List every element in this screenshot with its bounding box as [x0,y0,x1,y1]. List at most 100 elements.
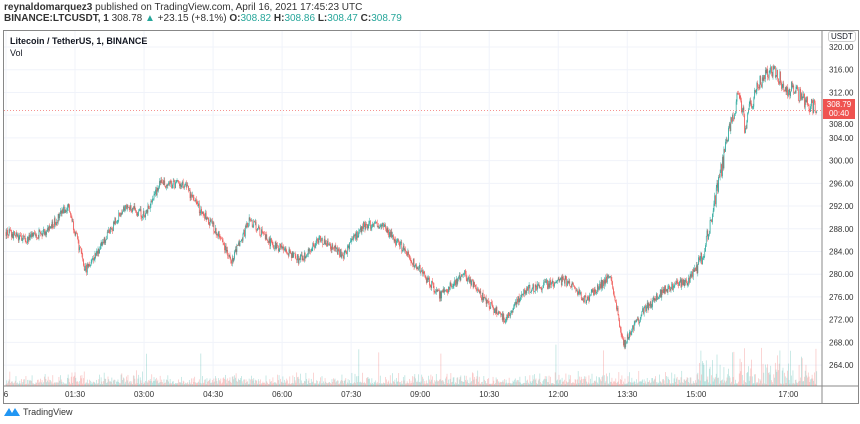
candle [187,185,189,186]
volume-bar [508,382,509,386]
volume-bar [373,383,374,386]
volume-bar [57,382,58,386]
candle [685,279,687,282]
volume-bar [447,383,449,386]
volume-bar [55,383,57,386]
volume-bar [484,379,485,386]
volume-bar [804,376,805,386]
volume-bar [438,380,439,386]
volume-bar [325,381,327,386]
volume-bar [723,367,725,386]
volume-bar [580,376,582,386]
volume-bar [149,380,150,386]
candle [168,182,169,185]
candle [617,307,619,316]
candle [748,109,749,113]
candle [751,107,753,108]
volume-bar [745,382,746,386]
volume-bar [527,379,528,386]
volume-bar [308,378,310,386]
candle [787,87,788,96]
volume-bar [666,383,668,386]
candle [453,282,455,287]
volume-bar [170,383,172,386]
volume-bar [368,378,370,386]
candle [503,314,505,321]
volume-bar [87,383,89,386]
volume-bar [517,380,518,386]
candle [493,307,495,314]
candle [162,182,163,184]
candle [791,81,792,92]
volume-bar [10,382,11,386]
volume-bar [356,376,357,386]
volume-bar [227,378,229,386]
volume-bar [282,376,284,386]
candle [514,301,516,304]
volume-bar [114,379,116,386]
candle [346,251,347,255]
volume-bar [285,381,287,386]
volume-bar [228,380,230,386]
volume-bar [37,379,39,386]
currency-button[interactable]: USDT [828,31,856,42]
volume-bar [244,383,246,386]
volume-bar [599,377,601,386]
candle [17,234,18,237]
volume-bar [283,382,285,386]
volume-bar [473,379,475,386]
candle [44,231,46,235]
tradingview-logo[interactable]: TradingView [4,406,73,417]
volume-bar [94,382,96,386]
candle [143,211,145,216]
candle [666,289,668,293]
candle [5,232,7,236]
volume-bar [133,375,135,386]
volume-bar [493,380,495,386]
volume-bar [702,361,703,386]
volume-bar [685,380,686,386]
volume-bar [489,383,491,386]
volume-bar [329,382,331,386]
author[interactable]: reynaldomarquez3 [4,2,93,13]
volume-bar [420,381,422,386]
volume-bar [537,380,539,386]
volume-bar [551,383,553,386]
candle [439,291,441,299]
volume-bar [390,382,392,386]
volume-bar [668,378,670,386]
volume-bar [607,383,609,386]
time-tick-label: 12:00 [548,390,569,399]
candle [225,245,226,251]
last-price: 308.78 [111,13,143,24]
candle [506,314,508,320]
volume-bar [147,382,149,386]
volume-bar [323,383,325,386]
volume-bar [363,381,365,386]
volume-bar [543,379,545,386]
candle [422,269,423,274]
volume-bar [72,382,74,386]
volume-bar [264,383,266,386]
volume-bar [717,377,719,386]
candle [438,290,439,291]
candle [271,238,272,243]
volume-bar [173,383,175,386]
candle [477,289,479,291]
candle [315,242,317,246]
candle [770,66,772,72]
volume-bar [304,380,305,386]
candle [70,214,72,218]
volume-bar [688,382,689,386]
candle [532,284,534,288]
candle [538,284,540,288]
candle [811,99,813,103]
volume-bar [19,380,21,386]
candle [567,281,568,286]
volume-bar [436,380,438,386]
candle [759,75,761,89]
volume-bar [796,382,798,386]
candle [361,226,363,232]
time-tick-label: 6 [4,390,9,399]
